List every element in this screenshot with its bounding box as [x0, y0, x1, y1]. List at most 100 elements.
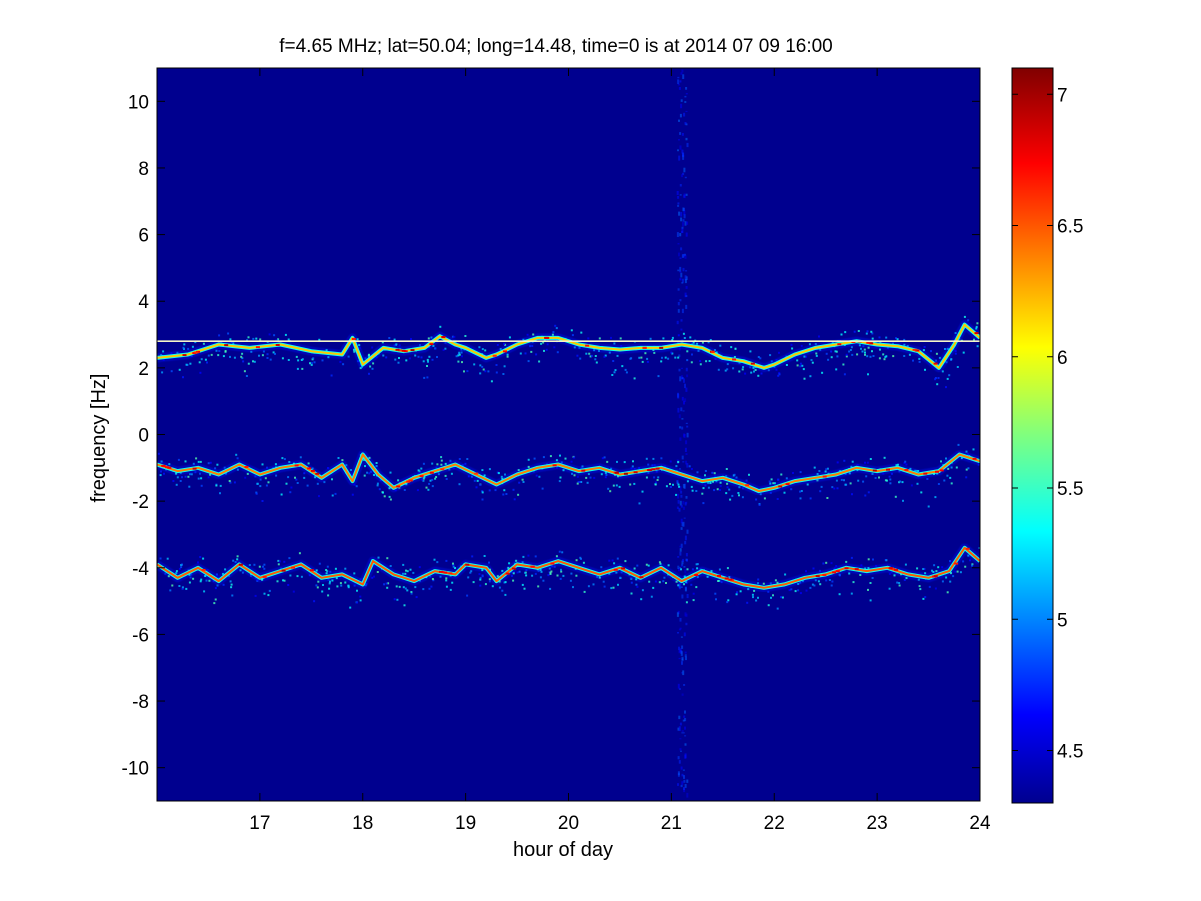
- noise-speckle: [683, 112, 686, 117]
- trace-speckle: [157, 452, 160, 455]
- trace-speckle: [410, 592, 413, 595]
- trace-speckle: [229, 338, 232, 341]
- trace-speckle: [301, 358, 304, 361]
- trace-speckle: [671, 339, 674, 341]
- trace-speckle: [850, 592, 853, 595]
- trace-speckle: [882, 472, 885, 475]
- trace-hotspot: [621, 567, 626, 570]
- trace-speckle: [670, 351, 673, 354]
- trace-speckle: [728, 576, 731, 579]
- trace-speckle: [706, 575, 709, 578]
- noise-speckle: [677, 269, 680, 272]
- trace-speckle: [965, 450, 968, 453]
- trace-speckle: [730, 346, 733, 349]
- trace-speckle: [948, 374, 951, 377]
- trace-speckle: [159, 557, 162, 560]
- trace-speckle: [690, 361, 693, 364]
- trace-speckle: [434, 477, 437, 480]
- trace-speckle: [777, 478, 780, 481]
- trace-speckle: [843, 373, 846, 376]
- trace-speckle: [849, 482, 852, 485]
- trace-speckle: [448, 468, 451, 471]
- trace-speckle: [790, 343, 793, 346]
- trace-speckle: [836, 461, 839, 464]
- trace-speckle: [461, 464, 464, 467]
- trace-speckle: [385, 582, 388, 585]
- trace-speckle: [950, 572, 952, 575]
- trace-speckle: [848, 350, 851, 353]
- trace-speckle: [818, 335, 820, 338]
- trace-speckle: [501, 589, 504, 592]
- trace-speckle: [641, 360, 644, 363]
- noise-speckle: [685, 93, 688, 95]
- trace-speckle: [281, 357, 284, 360]
- trace-speckle: [924, 572, 927, 575]
- trace-hotspot: [441, 336, 446, 338]
- trace-speckle: [707, 486, 710, 489]
- trace-speckle: [803, 355, 806, 358]
- trace-speckle: [719, 344, 722, 347]
- noise-speckle: [686, 425, 689, 428]
- trace-speckle: [820, 485, 823, 488]
- trace-speckle: [950, 482, 953, 485]
- trace-speckle: [454, 567, 456, 569]
- trace-speckle: [427, 337, 430, 340]
- trace-speckle: [541, 487, 544, 490]
- trace-speckle: [928, 585, 931, 588]
- trace-speckle: [470, 475, 473, 478]
- trace-speckle: [913, 469, 916, 472]
- trace-speckle: [667, 357, 670, 360]
- trace-speckle: [229, 580, 232, 583]
- trace-speckle: [596, 575, 599, 578]
- trace-speckle: [652, 586, 655, 589]
- trace-speckle: [277, 559, 280, 562]
- trace-speckle: [164, 572, 167, 575]
- trace-speckle: [389, 498, 392, 501]
- trace-speckle: [641, 490, 644, 493]
- trace-speckle: [695, 586, 698, 589]
- trace-speckle: [191, 345, 194, 348]
- trace-speckle: [956, 366, 959, 368]
- trace-hotspot: [410, 349, 415, 352]
- trace-speckle: [382, 491, 384, 494]
- trace-speckle: [949, 560, 951, 563]
- trace-speckle: [726, 601, 729, 604]
- trace-speckle: [645, 563, 648, 566]
- trace-speckle: [464, 335, 467, 337]
- trace-speckle: [780, 596, 782, 599]
- noise-speckle: [685, 276, 688, 280]
- trace-speckle: [932, 570, 935, 573]
- noise-speckle: [679, 627, 682, 630]
- trace-speckle: [521, 478, 524, 481]
- trace-speckle: [830, 562, 833, 565]
- trace-speckle: [259, 485, 262, 488]
- trace-speckle: [611, 374, 614, 376]
- noise-speckle: [680, 636, 683, 638]
- trace-speckle: [946, 474, 949, 477]
- trace-speckle: [683, 337, 686, 339]
- trace-speckle: [317, 580, 320, 583]
- trace-speckle: [484, 370, 487, 373]
- trace-speckle: [645, 476, 648, 479]
- trace-speckle: [818, 569, 821, 572]
- trace-speckle: [851, 353, 854, 356]
- trace-speckle: [571, 472, 573, 475]
- trace-speckle: [969, 559, 972, 562]
- trace-speckle: [414, 586, 417, 589]
- trace-speckle: [825, 579, 828, 582]
- trace-speckle: [311, 362, 313, 365]
- trace-speckle: [575, 574, 578, 577]
- trace-speckle: [742, 366, 745, 369]
- trace-speckle: [449, 459, 452, 462]
- trace-hotspot: [717, 574, 721, 577]
- trace-speckle: [358, 347, 361, 349]
- noise-speckle: [679, 551, 682, 556]
- trace-speckle: [532, 470, 535, 473]
- noise-speckle: [678, 354, 681, 358]
- trace-speckle: [495, 371, 498, 374]
- trace-speckle: [867, 346, 870, 349]
- y-tick-label: -8: [132, 692, 149, 713]
- trace-speckle: [517, 493, 520, 496]
- trace-speckle: [444, 347, 447, 350]
- trace-speckle: [965, 476, 968, 479]
